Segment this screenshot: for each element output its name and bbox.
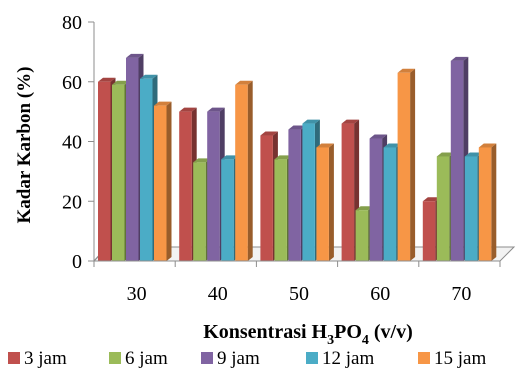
legend: 3 jam 6 jam 9 jam 12 jam 15 jam [8,348,486,369]
y-tick-label: 60 [62,72,82,94]
bar [235,80,253,261]
y-tick-label: 80 [62,12,82,34]
y-axis-ticks: 0 20 40 60 80 [62,12,94,273]
y-tick-label: 40 [62,132,82,154]
legend-label: 15 jam [434,348,486,369]
legend-swatch [201,352,213,364]
x-tick-label: 30 [127,283,147,305]
x-tick-label: 60 [370,283,390,305]
legend-item: 12 jam [306,348,374,369]
y-axis-label: Kadar Karbon (%) [14,67,35,224]
legend-item: 6 jam [109,348,168,369]
legend-swatch [306,352,318,364]
x-axis-label: Konsentrasi H3PO4 (v/v) [203,321,413,348]
y-tick-label: 20 [62,191,82,213]
legend-label: 6 jam [125,348,168,369]
bar [478,143,497,261]
bar [341,119,360,261]
legend-item: 15 jam [418,348,486,369]
bar [397,68,416,261]
x-axis-ticks: 30 40 50 60 70 [93,260,501,305]
bar [154,101,172,262]
legend-swatch [418,352,430,364]
legend-label: 9 jam [217,348,260,369]
legend-label: 12 jam [322,348,374,369]
legend-item: 9 jam [201,348,260,369]
legend-label: 3 jam [24,348,67,369]
x-tick-label: 70 [451,283,471,305]
bar [316,143,334,261]
legend-swatch [8,352,20,364]
y-tick-label: 0 [72,251,82,273]
x-tick-label: 40 [208,283,228,305]
bars [98,53,497,262]
x-tick-label: 50 [289,283,309,305]
legend-swatch [109,352,121,364]
legend-item: 3 jam [8,348,67,369]
